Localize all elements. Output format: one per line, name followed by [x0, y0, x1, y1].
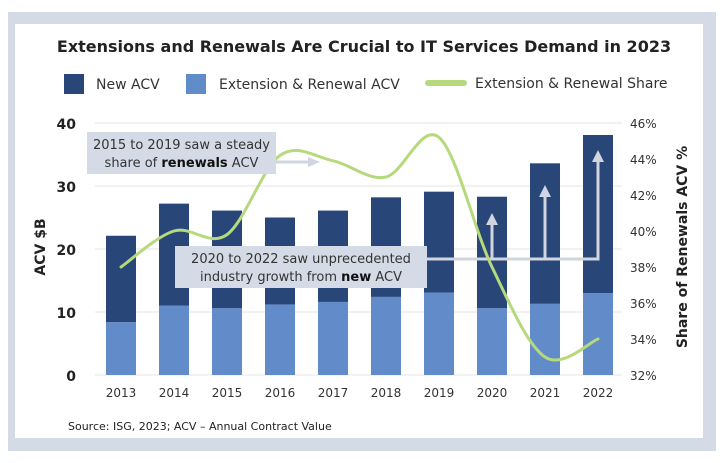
arrowhead-icon — [486, 213, 498, 225]
annotation-2: 2020 to 2022 saw unprecedented industry g… — [175, 246, 427, 288]
annotation-text: 2015 to 2019 saw a steady — [93, 138, 270, 153]
bar-extension-renewal-2018 — [371, 296, 401, 375]
legend-swatch-extension-renewal-acv — [186, 74, 206, 94]
y2-tick-label: 34% — [630, 333, 657, 347]
x-tick-label: 2015 — [212, 386, 243, 400]
arrowhead-icon — [592, 150, 604, 162]
legend-label-extension-renewal-acv: Extension & Renewal ACV — [219, 77, 400, 93]
y-tick-label: 30 — [57, 180, 77, 196]
bar-extension-renewal-2015 — [212, 308, 242, 375]
y2-tick-label: 36% — [630, 297, 657, 311]
arrowhead-icon — [539, 185, 551, 197]
legend-swatch-new-acv — [64, 74, 84, 94]
x-tick-label: 2016 — [265, 386, 296, 400]
growth-arrows — [410, 150, 604, 261]
legend: New ACV Extension & Renewal ACV Extension … — [64, 74, 668, 94]
axes: 0 10 20 30 40 32% 34% 36% 38% 40% 42% 44% 46% 2013 201… — [57, 117, 657, 400]
y2-tick-label: 38% — [630, 261, 657, 275]
bar-extension-renewal-2020 — [477, 308, 507, 375]
y-tick-label: 0 — [66, 369, 76, 385]
bar-extension-renewal-2016 — [265, 304, 295, 375]
y-tick-label: 40 — [57, 117, 77, 133]
x-tick-label: 2018 — [371, 386, 402, 400]
share-line-path — [119, 133, 600, 362]
x-tick-label: 2013 — [106, 386, 137, 400]
bar-extension-renewal-2019 — [424, 292, 454, 375]
growth-connector — [410, 160, 600, 261]
legend-label-new-acv: New ACV — [96, 77, 160, 93]
bar-extension-renewal-2014 — [159, 305, 189, 375]
y2-tick-label: 40% — [630, 225, 657, 239]
y-tick-label: 10 — [57, 306, 77, 322]
x-tick-label: 2019 — [424, 386, 455, 400]
legend-label-share: Extension & Renewal Share — [475, 76, 668, 92]
annotations: 2015 to 2019 saw a steady share of renewa… — [87, 132, 427, 288]
annotation-1: 2015 to 2019 saw a steady share of renewa… — [87, 132, 320, 174]
chart-title: Extensions and Renewals Are Crucial to I… — [57, 37, 671, 56]
annotation-text: 2020 to 2022 saw unprecedented — [191, 252, 411, 267]
y2-axis-label: Share of Renewals ACV % — [675, 146, 691, 348]
y2-tick-label: 32% — [630, 369, 657, 383]
x-tick-label: 2017 — [318, 386, 349, 400]
bar-extension-renewal-2021 — [530, 303, 560, 375]
y2-tick-label: 46% — [630, 117, 657, 131]
share-line — [119, 133, 600, 362]
x-tick-label: 2020 — [477, 386, 508, 400]
bar-extension-renewal-2022 — [583, 293, 613, 375]
bar-extension-renewal-2017 — [318, 301, 348, 375]
annotation-box — [175, 246, 427, 288]
source-note: Source: ISG, 2023; ACV – Annual Contract… — [68, 420, 332, 433]
annotation-text: industry growth from new ACV — [200, 270, 402, 285]
arrowhead-icon — [308, 157, 320, 167]
x-tick-label: 2021 — [530, 386, 561, 400]
y-tick-label: 20 — [57, 243, 77, 259]
annotation-box — [87, 132, 276, 174]
annotation-text: share of renewals ACV — [105, 156, 259, 171]
bar-new-acv-2019 — [424, 191, 454, 293]
y-axis-label: ACV $B — [33, 218, 49, 275]
y2-tick-label: 44% — [630, 153, 657, 167]
bar-new-acv-2013 — [106, 235, 136, 323]
y2-tick-label: 42% — [630, 189, 657, 203]
x-tick-label: 2014 — [159, 386, 190, 400]
bar-extension-renewal-2013 — [106, 322, 136, 375]
x-tick-label: 2022 — [583, 386, 614, 400]
